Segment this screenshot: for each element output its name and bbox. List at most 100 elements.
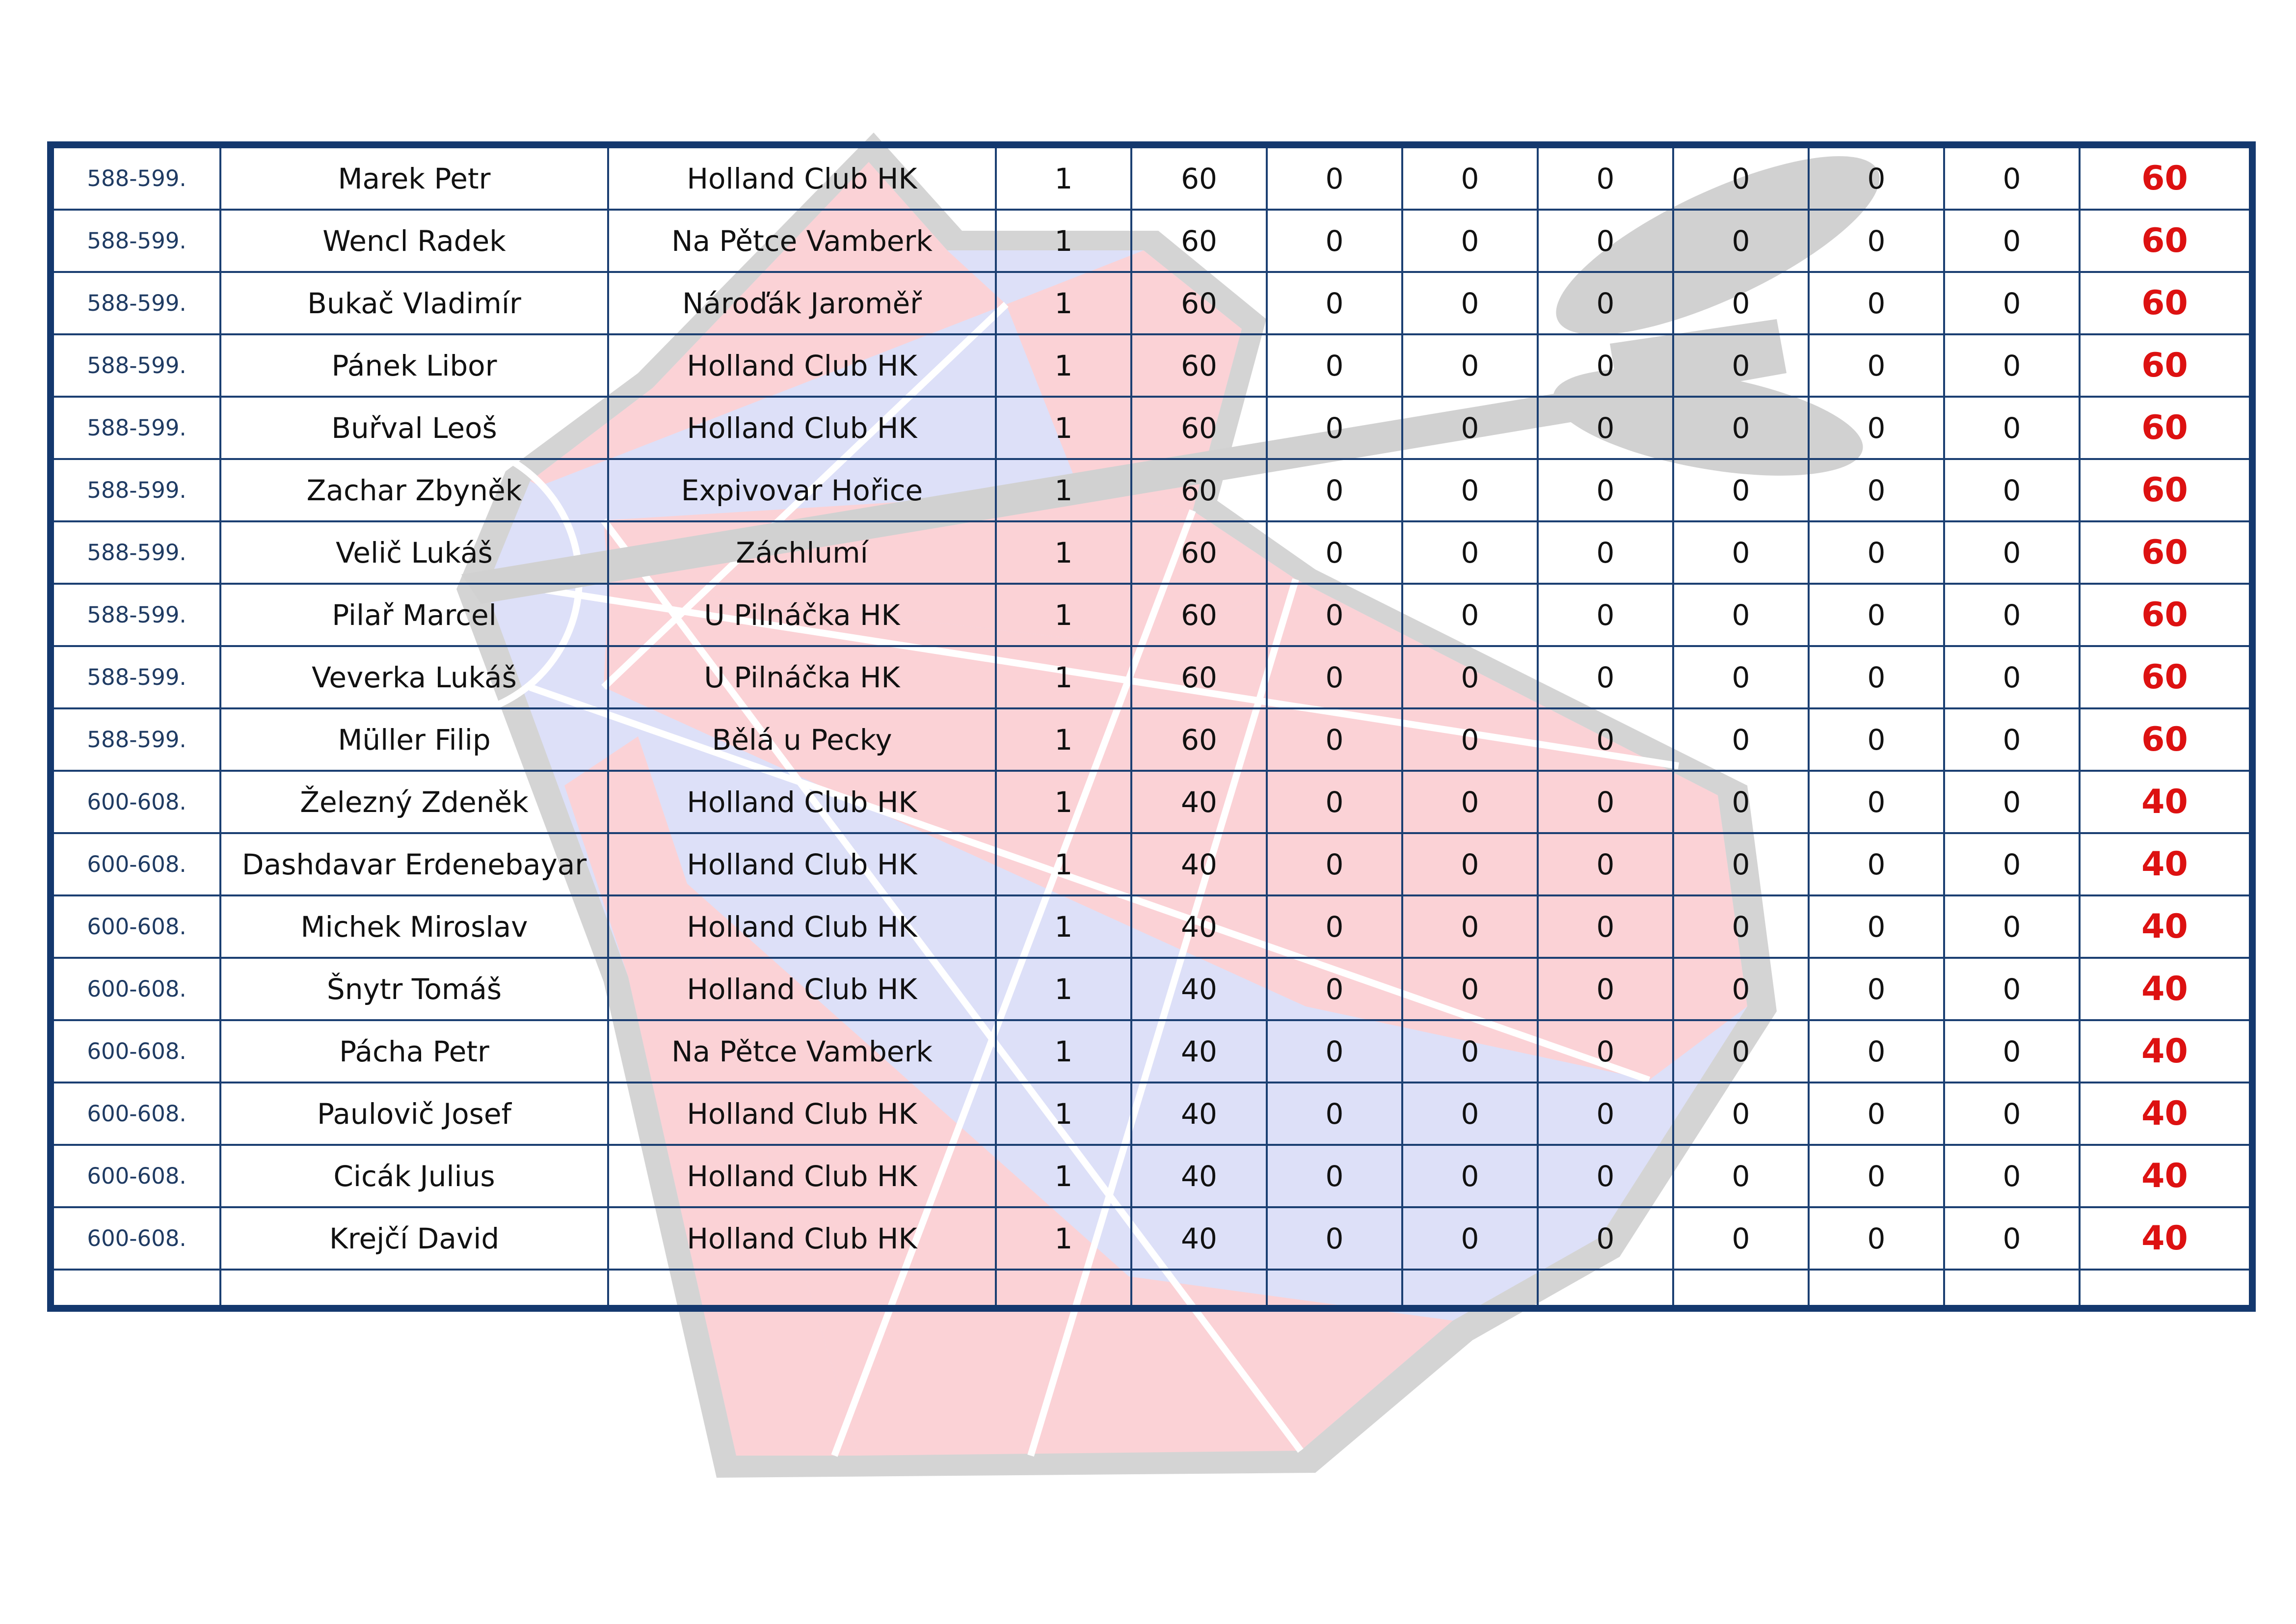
value-cell-3: 0 (1266, 645, 1403, 709)
club-cell: Nároďák Jaroměř (607, 271, 997, 335)
value-cell-4: 0 (1401, 957, 1539, 1021)
value-cell-7: 0 (1808, 520, 1945, 585)
value-cell-8: 0 (1943, 645, 2081, 709)
table-row: 588-599. Buřval Leoš Holland Club HK 1 60 0 0 0… (50, 396, 2253, 460)
value-cell-1: 1 (995, 396, 1132, 460)
table-row: 600-608. Cicák Julius Holland Club HK 1 40 0 0… (50, 1144, 2253, 1208)
value-cell-6: 0 (1672, 520, 1810, 585)
value-cell-2: 40 (1130, 894, 1268, 959)
player-name-cell: Pánek Libor (219, 333, 609, 398)
value-cell-6: 0 (1672, 1082, 1810, 1146)
table-row: 600-608. Železný Zdeněk Holland Club HK 1 40… (50, 770, 2253, 834)
total-points-cell: 60 (2079, 271, 2253, 335)
total-points-cell: 40 (2079, 1019, 2253, 1083)
place-cell: 600-608. (50, 1144, 221, 1208)
value-cell-5: 0 (1537, 144, 1674, 211)
value-cell-5: 0 (1537, 707, 1674, 772)
value-cell-6: 0 (1672, 770, 1810, 834)
value-cell-3: 0 (1266, 583, 1403, 647)
place-cell: 600-608. (50, 957, 221, 1021)
player-name-cell: Wencl Radek (219, 209, 609, 273)
player-name-cell: Krejčí David (219, 1206, 609, 1271)
empty-cell (1537, 1269, 1674, 1309)
value-cell-8: 0 (1943, 144, 2081, 211)
club-cell: Holland Club HK (607, 396, 997, 460)
value-cell-3: 0 (1266, 1144, 1403, 1208)
value-cell-2: 60 (1130, 645, 1268, 709)
value-cell-1: 1 (995, 520, 1132, 585)
empty-cell (1401, 1269, 1539, 1309)
player-name-cell: Müller Filip (219, 707, 609, 772)
value-cell-8: 0 (1943, 271, 2081, 335)
value-cell-1: 1 (995, 832, 1132, 896)
value-cell-8: 0 (1943, 770, 2081, 834)
club-cell: Bělá u Pecky (607, 707, 997, 772)
empty-cell (607, 1269, 997, 1309)
player-name-cell: Buřval Leoš (219, 396, 609, 460)
value-cell-5: 0 (1537, 271, 1674, 335)
value-cell-2: 60 (1130, 333, 1268, 398)
value-cell-7: 0 (1808, 645, 1945, 709)
value-cell-5: 0 (1537, 583, 1674, 647)
value-cell-4: 0 (1401, 832, 1539, 896)
club-cell: Holland Club HK (607, 333, 997, 398)
value-cell-2: 40 (1130, 1144, 1268, 1208)
value-cell-7: 0 (1808, 1019, 1945, 1083)
empty-cell (1130, 1269, 1268, 1309)
value-cell-1: 1 (995, 1019, 1132, 1083)
value-cell-4: 0 (1401, 458, 1539, 522)
value-cell-8: 0 (1943, 583, 2081, 647)
player-name-cell: Velič Lukáš (219, 520, 609, 585)
value-cell-4: 0 (1401, 396, 1539, 460)
value-cell-3: 0 (1266, 707, 1403, 772)
empty-cell (219, 1269, 609, 1309)
value-cell-6: 0 (1672, 583, 1810, 647)
club-cell: Expivovar Hořice (607, 458, 997, 522)
value-cell-7: 0 (1808, 957, 1945, 1021)
value-cell-3: 0 (1266, 832, 1403, 896)
value-cell-2: 40 (1130, 1206, 1268, 1271)
value-cell-4: 0 (1401, 583, 1539, 647)
value-cell-8: 0 (1943, 957, 2081, 1021)
value-cell-1: 1 (995, 1206, 1132, 1271)
total-points-cell: 60 (2079, 144, 2253, 211)
total-points-cell: 60 (2079, 209, 2253, 273)
table-row: 588-599. Bukač Vladimír Nároďák Jaroměř 1 60… (50, 271, 2253, 335)
place-cell: 600-608. (50, 1019, 221, 1083)
place-cell: 588-599. (50, 396, 221, 460)
value-cell-5: 0 (1537, 832, 1674, 896)
value-cell-5: 0 (1537, 396, 1674, 460)
value-cell-3: 0 (1266, 333, 1403, 398)
value-cell-6: 0 (1672, 144, 1810, 211)
total-points-cell: 40 (2079, 770, 2253, 834)
place-cell: 588-599. (50, 333, 221, 398)
value-cell-7: 0 (1808, 333, 1945, 398)
place-cell: 588-599. (50, 144, 221, 211)
value-cell-2: 40 (1130, 957, 1268, 1021)
value-cell-6: 0 (1672, 707, 1810, 772)
total-points-cell: 40 (2079, 1082, 2253, 1146)
player-name-cell: Pácha Petr (219, 1019, 609, 1083)
value-cell-4: 0 (1401, 707, 1539, 772)
value-cell-3: 0 (1266, 396, 1403, 460)
total-points-cell: 60 (2079, 396, 2253, 460)
value-cell-1: 1 (995, 894, 1132, 959)
player-name-cell: Šnytr Tomáš (219, 957, 609, 1021)
value-cell-8: 0 (1943, 1144, 2081, 1208)
value-cell-6: 0 (1672, 894, 1810, 959)
value-cell-3: 0 (1266, 894, 1403, 959)
value-cell-3: 0 (1266, 770, 1403, 834)
value-cell-5: 0 (1537, 894, 1674, 959)
value-cell-8: 0 (1943, 1206, 2081, 1271)
value-cell-1: 1 (995, 645, 1132, 709)
value-cell-7: 0 (1808, 832, 1945, 896)
empty-cell (995, 1269, 1132, 1309)
value-cell-6: 0 (1672, 458, 1810, 522)
value-cell-1: 1 (995, 144, 1132, 211)
value-cell-1: 1 (995, 583, 1132, 647)
empty-cell (1943, 1269, 2081, 1309)
value-cell-5: 0 (1537, 1144, 1674, 1208)
value-cell-4: 0 (1401, 1206, 1539, 1271)
value-cell-8: 0 (1943, 1082, 2081, 1146)
value-cell-2: 60 (1130, 271, 1268, 335)
